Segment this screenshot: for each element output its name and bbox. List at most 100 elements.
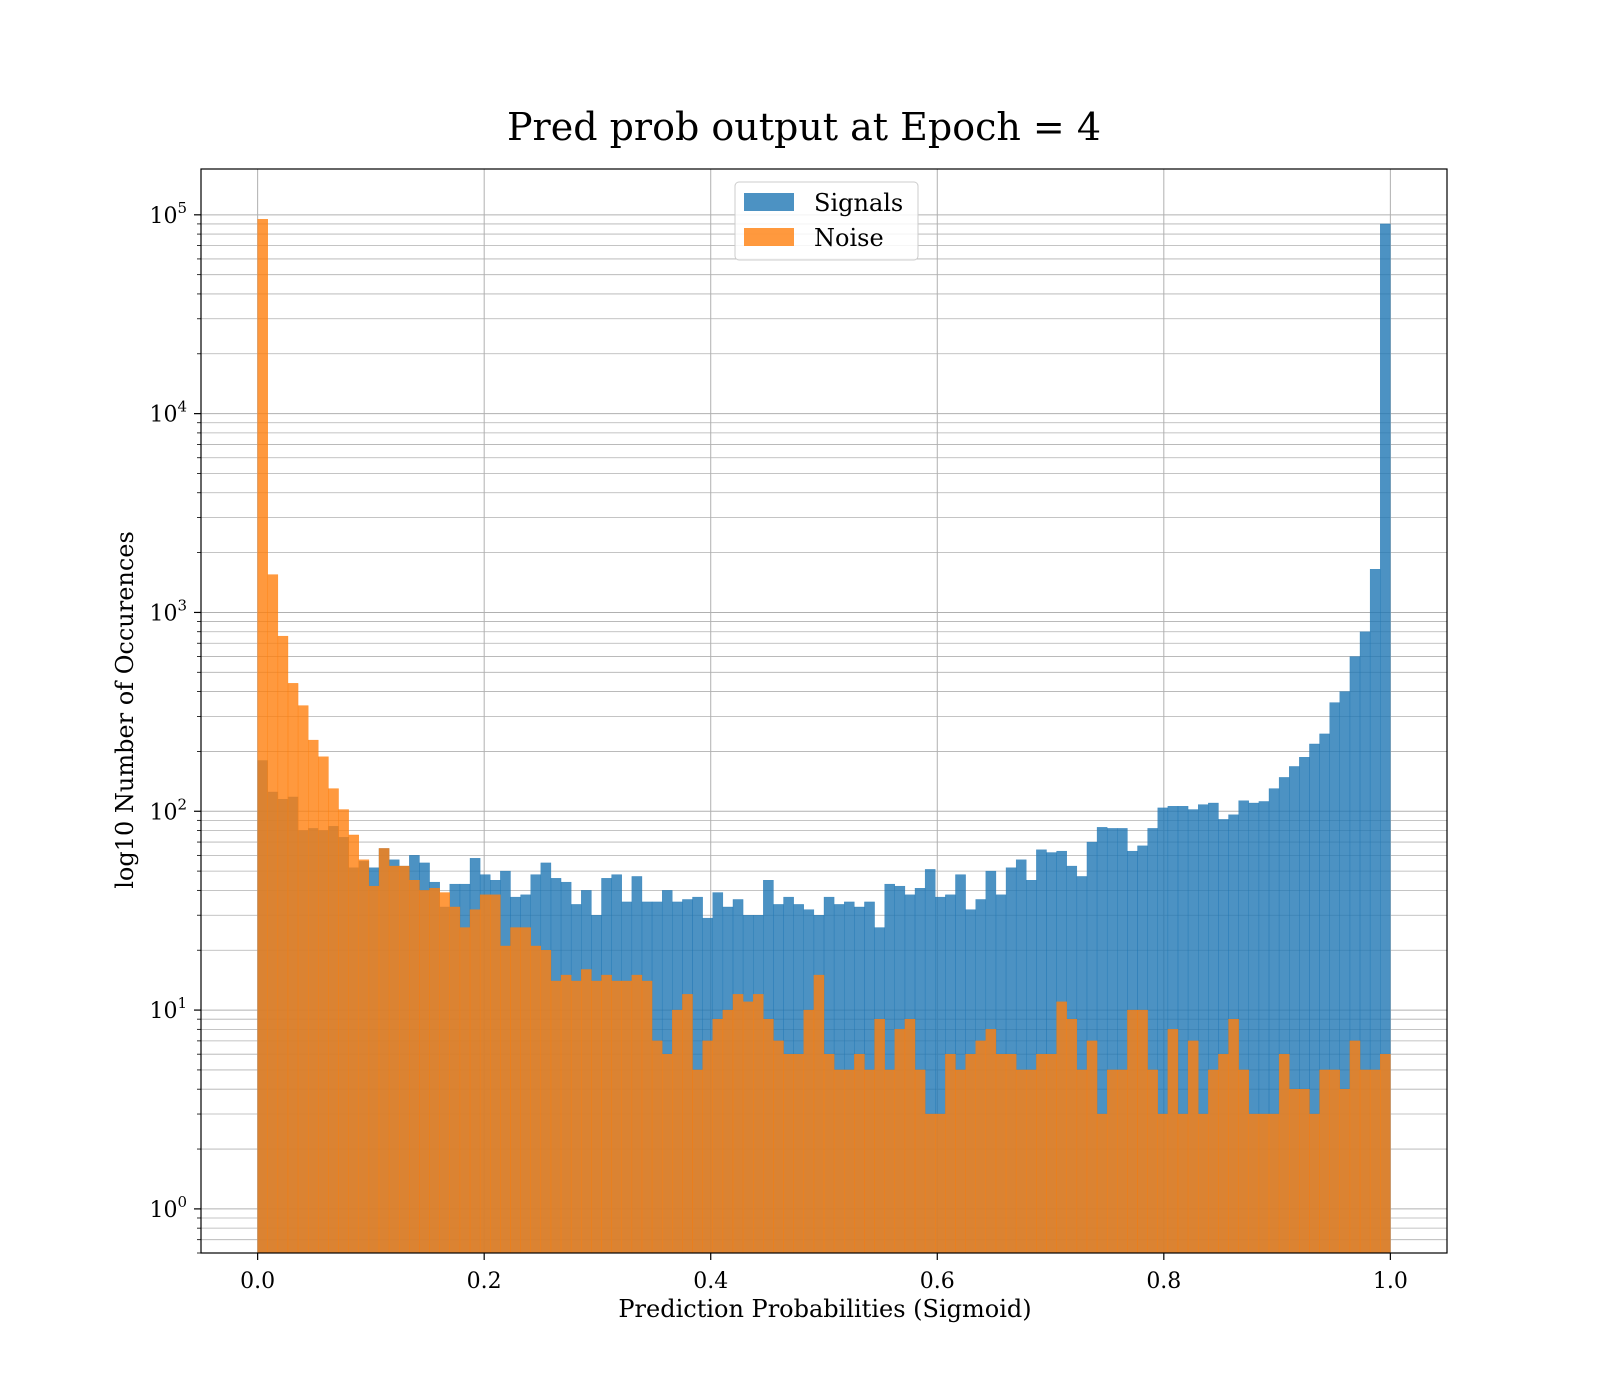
legend-label-signals: Signals	[814, 189, 903, 217]
noise-bar	[692, 1069, 703, 1254]
x-tick-label: 0.8	[1146, 1269, 1181, 1294]
noise-bar	[1056, 1001, 1067, 1254]
noise-bar	[1198, 1113, 1209, 1254]
noise-bar	[702, 1040, 713, 1254]
x-tick-label: 0.6	[920, 1269, 955, 1294]
noise-bar	[358, 859, 370, 1254]
noise-bar	[712, 1018, 724, 1254]
noise-bar	[459, 927, 471, 1254]
noise-bar	[793, 1053, 804, 1254]
noise-bar	[1005, 1053, 1017, 1254]
x-tick-label: 0.2	[467, 1269, 502, 1294]
noise-bar	[490, 894, 501, 1254]
noise-bar	[672, 1009, 683, 1254]
noise-bar	[864, 1069, 875, 1254]
noise-bar	[591, 980, 602, 1254]
y-axis-label: log10 Number of Occurences	[111, 531, 139, 889]
noise-bar	[439, 892, 450, 1254]
noise-bar	[581, 969, 592, 1254]
x-tick-label: 1.0	[1373, 1269, 1408, 1294]
noise-bar	[1096, 1113, 1108, 1254]
noise-bar	[904, 1018, 916, 1254]
noise-bar	[985, 1029, 997, 1254]
noise-bar	[1349, 1040, 1361, 1254]
noise-bar	[1208, 1069, 1219, 1254]
noise-bar	[419, 890, 430, 1254]
x-tick-label: 0.4	[693, 1269, 728, 1294]
noise-bar	[1117, 1069, 1128, 1254]
noise-bar	[722, 1009, 734, 1254]
noise-bar	[773, 1040, 784, 1254]
noise-bar	[1127, 1009, 1138, 1254]
noise-bar	[813, 974, 825, 1254]
noise-bar	[955, 1069, 966, 1254]
noise-bar	[308, 739, 319, 1254]
noise-bar	[935, 1113, 946, 1254]
noise-bar	[257, 219, 268, 1254]
noise-bar	[297, 705, 309, 1254]
noise-bar	[1036, 1053, 1047, 1254]
noise-bar	[763, 1018, 774, 1254]
noise-bar	[884, 1069, 895, 1254]
noise-bar	[510, 927, 521, 1254]
noise-bar	[1380, 1053, 1391, 1254]
y-tick-label: 102	[149, 795, 187, 825]
noise-bar	[651, 1040, 663, 1254]
noise-bar	[1086, 1040, 1098, 1254]
noise-bar	[1339, 1088, 1351, 1254]
noise-bar	[1309, 1113, 1320, 1254]
x-axis-label: Prediction Probabilities (Sigmoid)	[618, 1295, 1031, 1323]
y-tick-label: 103	[149, 596, 187, 626]
y-axis-ticks: 100 101 102 103 104 105	[149, 199, 201, 1254]
noise-bar	[823, 1053, 835, 1254]
noise-bar	[1066, 1018, 1078, 1254]
noise-bar	[1329, 1069, 1340, 1254]
noise-bar	[945, 1053, 956, 1254]
legend-swatch-signals	[744, 193, 794, 211]
noise-bar	[1289, 1088, 1300, 1254]
noise-bar	[1299, 1088, 1310, 1254]
noise-bar	[287, 683, 299, 1254]
noise-bar	[1238, 1069, 1249, 1254]
legend-swatch-noise	[744, 228, 794, 246]
y-tick-label: 105	[149, 199, 187, 229]
noise-bar	[388, 865, 400, 1254]
noise-bar	[479, 894, 491, 1254]
noise-bar	[1106, 1069, 1118, 1254]
noise-bar	[995, 1053, 1007, 1254]
noise-bar	[874, 1018, 885, 1254]
noise-bar	[1026, 1069, 1037, 1254]
noise-bar	[520, 927, 531, 1254]
x-axis-ticks: 0.0 0.2 0.4 0.6 0.8 1.0	[240, 1253, 1408, 1294]
noise-bar	[965, 1053, 976, 1254]
noise-bar	[1147, 1069, 1158, 1254]
noise-bar	[844, 1069, 855, 1254]
noise-bar	[1319, 1069, 1330, 1254]
noise-bar	[318, 756, 329, 1254]
y-tick-label: 100	[149, 1193, 187, 1223]
noise-bar	[631, 974, 643, 1254]
noise-bar	[753, 994, 764, 1254]
noise-bar	[469, 909, 481, 1254]
noise-bar	[1076, 1069, 1088, 1254]
noise-bar	[267, 574, 279, 1254]
chart-title: Pred prob output at Epoch = 4	[507, 105, 1101, 149]
noise-bar	[1046, 1053, 1057, 1254]
x-tick-label: 0.0	[240, 1269, 275, 1294]
noise-bar	[682, 994, 693, 1254]
noise-bar	[429, 888, 440, 1254]
noise-bar	[1015, 1069, 1027, 1254]
plot-frame	[200, 168, 1448, 1254]
noise-bar	[1137, 1009, 1148, 1254]
noise-bar	[894, 1029, 906, 1254]
noise-bar	[550, 980, 562, 1254]
noise-bar	[803, 1009, 815, 1254]
noise-bar	[732, 994, 744, 1254]
noise-bar	[914, 1069, 926, 1254]
noise-bar	[348, 834, 359, 1254]
legend-label-noise: Noise	[814, 224, 884, 252]
noise-bar	[530, 945, 542, 1254]
noise-bar	[641, 980, 653, 1254]
